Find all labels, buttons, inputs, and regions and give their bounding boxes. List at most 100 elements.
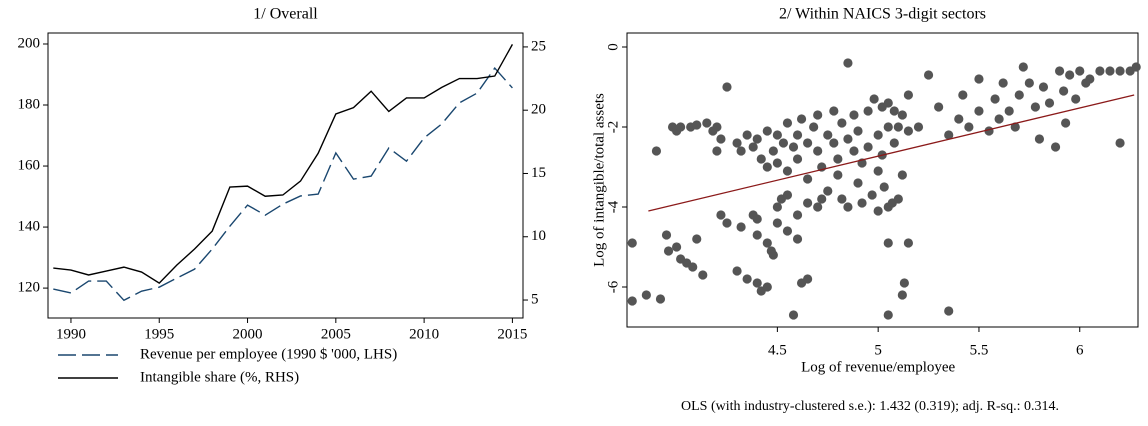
scatter-point <box>934 102 944 112</box>
scatter-point <box>1105 66 1115 76</box>
scatter-point <box>1059 86 1069 96</box>
scatter-point <box>883 98 893 108</box>
scatter-point <box>772 218 782 228</box>
scatter-point <box>762 126 772 136</box>
y-axis-title: Log of intangible/total assets <box>591 93 607 267</box>
scatter-point <box>958 90 968 100</box>
scatter-point <box>742 274 752 284</box>
scatter-point <box>873 130 883 140</box>
scatter-point <box>883 122 893 132</box>
scatter-point <box>809 122 819 132</box>
y2-tick-label: 10 <box>531 228 546 244</box>
scatter-point <box>768 146 778 156</box>
scatter-point <box>843 58 853 68</box>
scatter-point <box>1115 66 1125 76</box>
scatter-point <box>627 238 637 248</box>
scatter-point <box>698 270 708 280</box>
scatter-point <box>752 214 762 224</box>
scatter-point <box>661 230 672 240</box>
scatter-point <box>1034 134 1045 144</box>
scatter-point <box>849 110 859 120</box>
note: OLS (with industry-clustered s.e.): 1.43… <box>681 399 1059 414</box>
x-axis-title: Log of revenue/employee <box>801 359 955 375</box>
scatter-point <box>651 146 662 156</box>
x-tick-label: 4.5 <box>768 342 787 358</box>
scatter-point <box>1014 90 1024 100</box>
scatter-point <box>752 134 762 144</box>
scatter-point <box>782 118 793 128</box>
scatter-point <box>716 134 726 144</box>
scatter-point <box>716 210 726 220</box>
scatter-point <box>748 142 758 152</box>
scatter-point <box>712 122 722 132</box>
plot-frame <box>47 32 524 319</box>
y2-tick-label: 15 <box>531 165 546 181</box>
scatter-point <box>944 130 954 140</box>
scatter-point <box>813 146 823 156</box>
scatter-point <box>823 186 833 196</box>
scatter-point <box>756 154 766 164</box>
scatter-point <box>974 74 984 84</box>
scatter-point <box>762 238 772 248</box>
scatter-point <box>712 146 722 156</box>
scatter-point <box>990 94 1000 104</box>
chart-title: 1/ Overall <box>253 6 318 23</box>
scatter-point <box>1065 70 1075 80</box>
scatter-point <box>788 142 799 152</box>
scatter-point <box>843 202 853 212</box>
scatter-point <box>1050 142 1061 152</box>
scatter-point <box>792 130 803 140</box>
scatter-point <box>813 110 823 120</box>
scatter-point <box>837 118 847 128</box>
y-tick-label: -4 <box>605 200 621 213</box>
scatter-point <box>641 290 651 300</box>
chart-title: 2/ Within NAICS 3-digit sectors <box>779 6 986 23</box>
scatter-point <box>762 162 772 172</box>
scatter-point <box>692 120 702 130</box>
y-tick-label: 0 <box>605 43 621 51</box>
scatter-point <box>752 278 762 288</box>
scatter-point <box>837 194 847 204</box>
scatter-point <box>736 222 746 232</box>
scatter-point <box>792 210 803 220</box>
x-tick-label: 5 <box>874 342 882 358</box>
scatter-point <box>762 282 772 292</box>
scatter-point <box>867 190 877 200</box>
scatter-point <box>829 138 839 148</box>
scatter-point <box>923 70 934 80</box>
scatter-point <box>676 122 686 132</box>
scatter-point <box>1075 66 1085 76</box>
scatter-point <box>889 106 899 116</box>
scatter-point <box>913 122 924 132</box>
scatter-point <box>782 166 793 176</box>
y-tick-label: -6 <box>605 280 621 293</box>
scatter-point <box>722 82 732 92</box>
scatter-point <box>1054 66 1065 76</box>
scatter-point <box>655 294 666 304</box>
scatter-point <box>768 250 778 260</box>
legend-label: Revenue per employee (1990 $ '000, LHS) <box>140 346 397 362</box>
scatter-point <box>829 106 839 116</box>
scatter-point <box>671 242 682 252</box>
scatter-point <box>1115 138 1125 148</box>
scatter-point <box>796 114 807 124</box>
scatter-point <box>736 146 746 156</box>
x-tick-label: 5.5 <box>970 342 989 358</box>
y2-tick-label: 5 <box>531 291 539 307</box>
y-tick-label: 180 <box>18 96 41 112</box>
x-tick-label: 2005 <box>321 326 351 342</box>
x-tick-label: 1995 <box>144 326 174 342</box>
scatter-point <box>1071 94 1081 104</box>
scatter-point <box>772 130 782 140</box>
scatter-point <box>1044 98 1055 108</box>
scatter-point <box>778 138 789 148</box>
scatter-point <box>873 206 883 216</box>
scatter-point <box>1004 106 1014 116</box>
scatter-point <box>772 202 782 212</box>
scatter-point <box>663 246 674 256</box>
y-tick-label: 120 <box>18 280 41 296</box>
series-line <box>53 44 514 284</box>
scatter-point <box>869 94 879 104</box>
series-line <box>53 66 513 302</box>
y2-tick-label: 25 <box>531 38 546 54</box>
